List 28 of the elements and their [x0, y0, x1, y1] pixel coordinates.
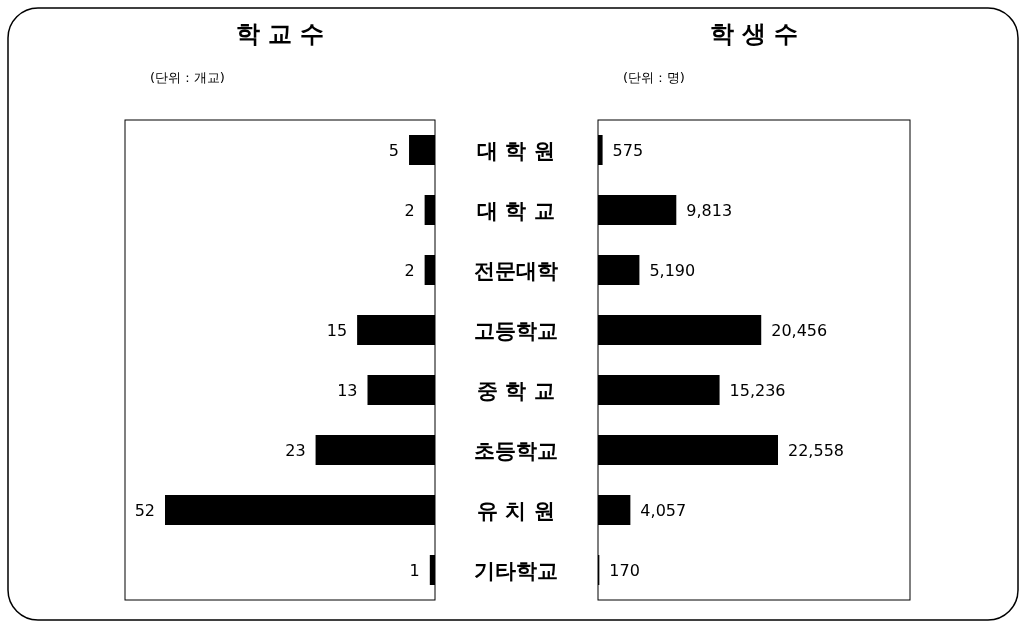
- data-label: 52: [134, 501, 155, 520]
- data-label: 5,190: [649, 261, 696, 280]
- data-label: 9,813: [686, 201, 733, 220]
- y-tick-label: 초등학교: [474, 439, 558, 463]
- data-label: 170: [609, 561, 640, 580]
- y-tick-label: 중 학 교: [477, 379, 555, 403]
- chart-title: 학 생 수: [709, 20, 799, 48]
- chart-title: 학 교 수: [235, 20, 325, 48]
- y-tick-label: 대 학 원: [477, 139, 555, 163]
- data-label: 4,057: [640, 501, 687, 520]
- y-tick-label: 대 학 교: [477, 199, 555, 223]
- y-tick-label: 고등학교: [474, 319, 558, 343]
- data-label: 13: [337, 381, 358, 400]
- data-label: 15: [326, 321, 348, 340]
- data-label: 5: [388, 141, 400, 160]
- data-label: 15,236: [729, 381, 786, 400]
- data-label: 2: [404, 201, 415, 220]
- y-tick-label: 전문대학: [474, 259, 558, 283]
- y-tick-label: 유 치 원: [477, 499, 555, 523]
- data-label: 22,558: [788, 441, 844, 460]
- y-tick-label: 기타학교: [474, 559, 558, 583]
- data-label: 1: [409, 561, 420, 580]
- data-label: 20,456: [771, 321, 828, 340]
- data-label: 575: [612, 141, 644, 160]
- data-label: 23: [285, 441, 306, 460]
- text: (단위 : 명): [623, 70, 685, 85]
- data-label: 2: [404, 261, 415, 280]
- text: (단위 : 개교): [150, 70, 225, 85]
